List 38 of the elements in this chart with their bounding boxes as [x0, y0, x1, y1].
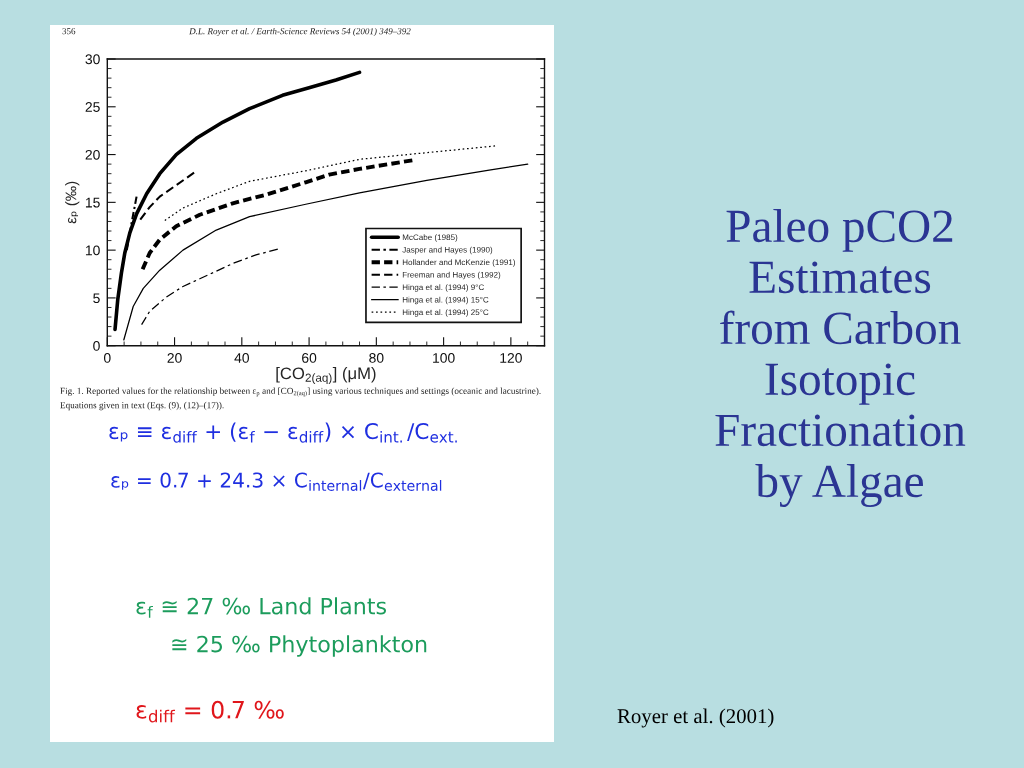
x-axis-title: [CO$_{2(aq)}$] (μM) [276, 366, 376, 385]
legend-label: Hinga et al. (1994) 15°C [402, 296, 489, 305]
text: ≅ 25 ‰ Phytoplankton [172, 635, 427, 657]
text: εₚ = 0.7 + 24.3 × C$_{internal}$/C$_{external}$ [111, 472, 442, 491]
x-tick-label: 60 [302, 353, 317, 363]
text: ε$_{diff}$ = 0.7 ‰ [136, 700, 284, 723]
x-tick-label: 0 [103, 353, 111, 363]
line-series [113, 70, 362, 332]
x-tick-label: 80 [369, 353, 384, 363]
x-tick-label: 100 [433, 353, 455, 363]
legend-label: McCabe (1985) [402, 234, 458, 242]
line-series [164, 145, 496, 222]
line-series [140, 248, 279, 326]
y-tick-label: 5 [93, 293, 100, 304]
y-tick-label: 20 [85, 149, 100, 160]
text: Royer et al. (2001) [617, 708, 774, 728]
x-tick-label: 120 [500, 353, 522, 363]
line-series [139, 171, 196, 221]
line-series [123, 163, 529, 341]
text: ε$_{f}$ ≅ 27 ‰ Land Plants [136, 597, 387, 618]
y-tick-label: 30 [85, 54, 100, 65]
text: Paleo pCO2 Estimates from Carbon Isotopic Fractionation by Algae [715, 208, 966, 508]
x-tick-label: 20 [167, 353, 182, 363]
legend-label: Hinga et al. (1994) 25°C [402, 309, 489, 317]
y-tick-label: 15 [85, 197, 100, 208]
text: D.L. Royer et al. / Earth-Science Reviews 54 (2001) 349–392 [189, 27, 411, 37]
text: Fig. 1. Reported values for the relationship between ε$_{p}$ and [CO$_{2(aq)}$] using various techniques and settings (oceanic and lacustrine). Equations given in text (Eqs. (9), (12)–(17)). [60, 387, 541, 411]
legend-label: Hollander and McKenzie (1991) [402, 259, 516, 267]
y-axis-title: εₚ (‰) [65, 181, 80, 224]
y-tick-label: 25 [85, 102, 100, 112]
legend-label: Jasper and Hayes (1990) [402, 246, 493, 255]
text: εₚ ≡ ε$_{diff}$ + (ε$_{f}$ − ε$_{diff}$) × C$_{int.}$/C$_{ext.}$ [109, 422, 457, 443]
legend-label: Hinga et al. (1994) 9°C [402, 284, 484, 292]
y-tick-label: 0 [93, 341, 100, 351]
x-tick-label: 40 [234, 353, 249, 363]
legend-label: Freeman and Hayes (1992) [402, 271, 501, 280]
y-tick-label: 10 [85, 245, 100, 256]
text: 356 [62, 28, 76, 35]
